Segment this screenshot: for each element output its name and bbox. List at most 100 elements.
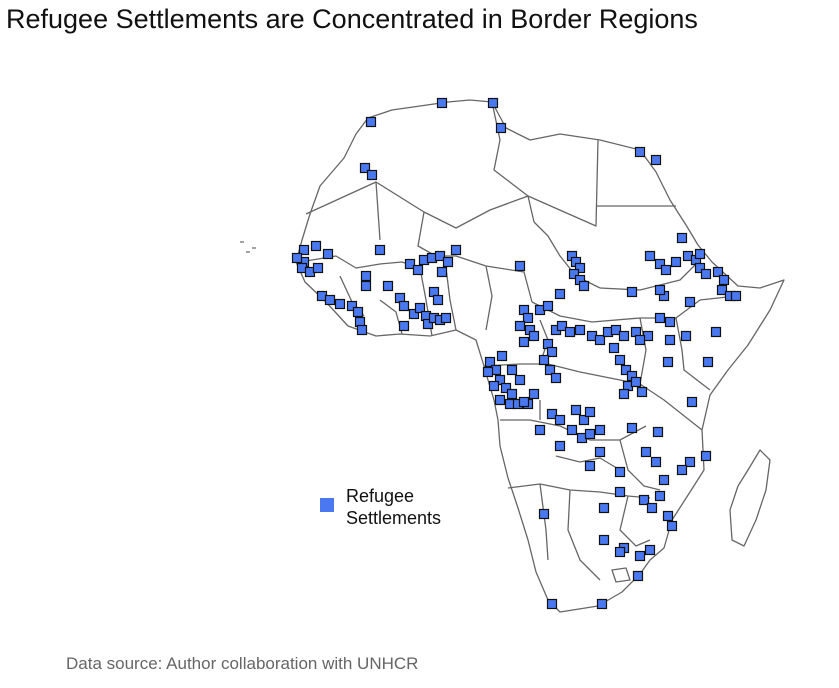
settlement-marker [291,252,303,264]
settlement-marker [528,330,540,342]
settlement-marker [312,262,324,274]
settlement-marker [506,388,518,400]
settlement-marker [634,334,646,346]
settlement-marker [584,460,596,472]
settlement-marker [570,404,582,416]
settlement-marker [398,320,410,332]
data-source-caption: Data source: Author collaboration with U… [66,654,419,673]
settlement-marker [650,456,662,468]
settlement-marker [414,302,426,314]
legend-swatch [320,498,334,512]
settlement-marker [514,320,526,332]
settlement-marker [618,388,630,400]
settlement-marker [654,490,666,502]
map-title: Refugee Settlements are Concentrated in … [6,4,698,34]
settlement-marker [538,508,550,520]
settlement-marker [634,550,646,562]
settlement-marker [365,116,377,128]
legend-label: Refugee Settlements [346,486,442,528]
settlement-marker [334,298,346,310]
settlement-marker [694,248,706,260]
settlement-marker [594,446,606,458]
settlement-marker [650,154,662,166]
settlement-marker [730,290,742,302]
settlement-marker [700,268,712,280]
settlement-marker [620,364,632,376]
settlement-marker [632,570,644,582]
settlement-marker [654,284,666,296]
settlement-marker [564,326,576,338]
madagascar-outline [729,449,771,547]
settlement-marker [684,296,696,308]
settlement-marker [614,486,626,498]
settlement-marker [654,258,666,270]
settlement-marker [694,262,706,274]
settlement-marker [360,280,372,292]
settlement-marker [598,534,610,546]
cape-verde-islands [240,241,256,253]
settlement-marker [352,306,364,318]
settlement-marker [550,372,562,384]
settlement-marker [432,294,444,306]
settlement-marker [554,414,566,426]
settlement-marker [450,244,462,256]
settlement-marker [546,346,558,358]
settlement-marker [662,510,674,522]
settlement-marker [594,334,606,346]
settlement-marker [666,520,678,532]
settlement-marker [546,598,558,610]
settlement-marker [652,426,664,438]
settlement-marker [494,374,506,386]
settlement-marker [542,300,554,312]
settlement-marker [630,376,642,388]
settlement-marker [680,330,692,342]
settlement-marker [546,408,558,420]
settlement-marker [686,396,698,408]
settlement-marker [366,169,378,181]
settlement-marker [488,380,500,392]
settlement-marker [710,326,722,338]
settlement-marker [584,406,596,418]
settlement-marker [522,312,534,324]
settlement-marker [584,428,596,440]
settlement-marker [670,256,682,268]
settlement-marker [298,244,310,256]
settlement-marker [422,318,434,330]
settlement-marker [568,268,580,280]
settlement-marker [322,248,334,260]
settlement-marker [574,324,586,336]
settlement-marker [646,502,658,514]
settlement-marker [644,250,656,262]
settlement-marker [644,544,656,556]
settlement-marker [398,300,410,312]
settlement-marker [574,262,586,274]
settlement-marker [494,394,506,406]
settlement-marker [618,330,630,342]
settlement-marker [495,122,507,134]
settlement-marker [404,258,416,270]
settlement-marker [554,440,566,452]
settlement-marker [436,97,448,109]
settlement-marker [500,382,512,394]
settlement-marker [660,264,672,276]
settlement-marker [634,146,646,158]
settlement-marker [638,494,650,506]
settlement-marker [440,312,452,324]
settlement-marker [408,308,420,320]
settlement-marker [578,280,590,292]
settlement-markers [291,97,742,610]
settlement-marker [636,386,648,398]
settlement-marker [518,396,530,408]
settlement-marker [518,336,530,348]
settlement-marker [614,466,626,478]
settlement-marker [436,266,448,278]
settlement-marker [598,502,610,514]
settlement-marker [614,354,626,366]
settlement-marker [702,356,714,368]
settlement-marker [676,232,688,244]
settlement-marker [716,284,728,296]
settlement-marker [712,266,724,278]
settlement-marker [578,414,590,426]
settlement-marker [310,240,322,252]
